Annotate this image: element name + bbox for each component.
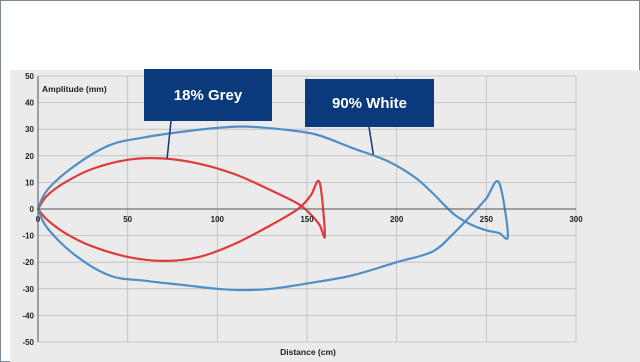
x-tick-label: 150 xyxy=(300,215,314,224)
y-tick-label: -20 xyxy=(22,258,34,267)
y-tick-label: -50 xyxy=(22,338,34,347)
y-tick-label: 40 xyxy=(25,99,34,108)
axes: 50403020100-10-20-30-40-5005010015020025… xyxy=(22,72,583,347)
y-tick-label: 20 xyxy=(25,152,34,161)
y-tick-label: 30 xyxy=(25,125,34,134)
y-tick-label: 50 xyxy=(25,72,34,81)
y-axis-label: Amplitude (mm) xyxy=(42,84,107,94)
y-tick-label: -10 xyxy=(22,232,34,241)
x-tick-label: 100 xyxy=(211,215,225,224)
y-tick-label: -30 xyxy=(22,285,34,294)
x-tick-label: 250 xyxy=(480,215,494,224)
series-line-grey xyxy=(36,157,326,262)
x-tick-label: 200 xyxy=(390,215,404,224)
callout-white-label: 90% White xyxy=(305,79,434,127)
callout-grey-leader xyxy=(166,120,172,159)
y-tick-label: 10 xyxy=(25,178,34,187)
series-line-white xyxy=(36,125,509,292)
x-axis-label: Distance (cm) xyxy=(280,347,336,357)
callout-white-leader xyxy=(368,126,375,155)
callout-grey-label: 18% Grey xyxy=(144,69,272,121)
x-tick-label: 300 xyxy=(569,215,583,224)
y-tick-label: 0 xyxy=(30,205,35,214)
series-layer xyxy=(36,125,509,292)
chart-svg: 50403020100-10-20-30-40-5005010015020025… xyxy=(22,72,583,357)
x-tick-label: 50 xyxy=(123,215,132,224)
y-tick-label: -40 xyxy=(22,311,34,320)
